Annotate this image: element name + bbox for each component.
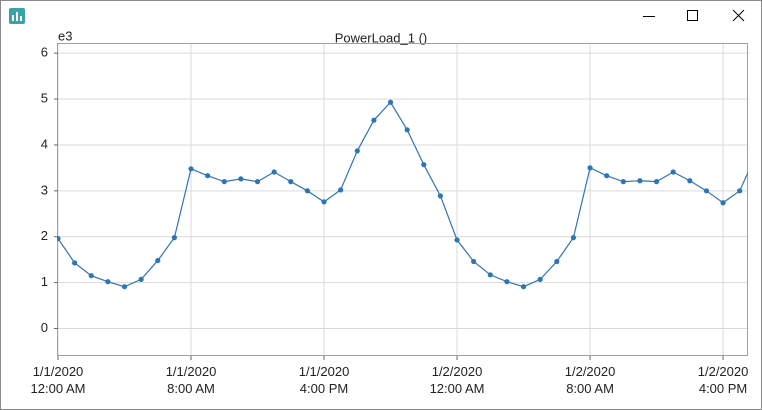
- data-point: [604, 173, 610, 179]
- data-point: [737, 188, 743, 194]
- close-button[interactable]: [732, 9, 745, 22]
- data-point: [404, 127, 410, 133]
- data-point: [487, 272, 493, 278]
- x-tick-label: 1/1/2020 12:00 AM: [30, 364, 86, 396]
- data-point: [121, 284, 128, 290]
- maximize-button[interactable]: [687, 10, 698, 21]
- data-point: [205, 173, 211, 179]
- y-tick-label: 2: [41, 228, 48, 243]
- data-point: [720, 200, 726, 206]
- data-point: [304, 188, 310, 194]
- y-tick-label: 3: [41, 182, 48, 197]
- data-point: [155, 257, 161, 264]
- axis-multiplier: e3: [58, 28, 72, 43]
- data-point: [171, 235, 177, 241]
- data-point: [454, 237, 460, 243]
- data-point: [387, 99, 394, 105]
- x-tick-label: 1/1/2020 4:00 PM: [298, 364, 350, 396]
- x-tick-label: 1/2/2020 12:00 AM: [429, 364, 485, 396]
- data-point: [587, 165, 593, 171]
- plot-frame: [57, 43, 748, 356]
- x-tick-label: 1/2/2020 4:00 PM: [697, 364, 749, 396]
- y-tick-label: 4: [41, 136, 48, 151]
- data-point: [687, 178, 693, 184]
- data-point: [754, 152, 759, 157]
- data-point: [471, 258, 477, 265]
- data-point: [338, 187, 344, 193]
- data-point: [72, 260, 78, 266]
- data-point: [238, 176, 244, 182]
- data-point: [271, 169, 277, 175]
- data-point: [371, 117, 377, 123]
- chart-title: PowerLoad_1 (): [335, 30, 428, 45]
- data-point: [188, 166, 194, 172]
- data-point: [670, 169, 676, 175]
- y-tick-label: 1: [41, 274, 48, 289]
- data-point: [504, 279, 510, 285]
- data-point: [288, 179, 294, 185]
- app-icon: [9, 8, 25, 24]
- data-point: [570, 235, 577, 241]
- data-point: [703, 188, 710, 194]
- data-point: [88, 273, 94, 279]
- data-point: [321, 199, 327, 205]
- data-point: [421, 162, 427, 168]
- data-point: [520, 284, 527, 290]
- data-point: [221, 179, 227, 185]
- data-point: [105, 279, 111, 285]
- data-point: [437, 193, 444, 199]
- data-point: [637, 178, 643, 184]
- y-tick-label: 5: [41, 90, 48, 105]
- data-point: [653, 179, 660, 185]
- data-point: [537, 276, 543, 282]
- y-tick-label: 6: [41, 45, 48, 60]
- data-point: [554, 258, 560, 265]
- data-point: [138, 276, 144, 282]
- x-tick-label: 1/1/2020 8:00 AM: [165, 364, 217, 396]
- data-point: [354, 148, 360, 154]
- y-tick-label: 0: [41, 320, 48, 335]
- data-point: [57, 235, 61, 242]
- data-point: [254, 179, 261, 185]
- x-tick-label: 1/2/2020 8:00 AM: [564, 364, 616, 396]
- data-point: [620, 179, 626, 185]
